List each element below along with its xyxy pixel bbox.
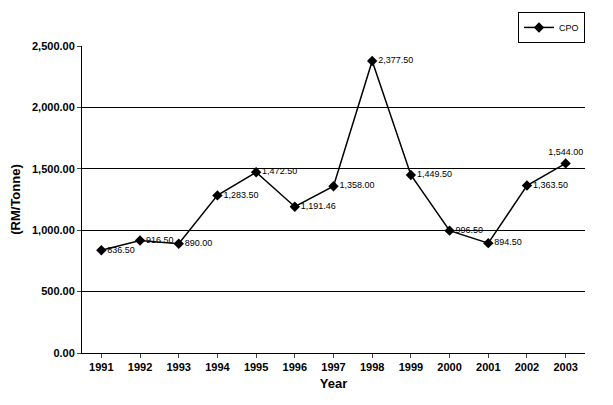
svg-text:1997: 1997 [321, 361, 345, 373]
svg-text:0.00: 0.00 [53, 347, 74, 359]
svg-text:916.50: 916.50 [146, 235, 174, 245]
svg-text:2002: 2002 [515, 361, 539, 373]
svg-text:1995: 1995 [244, 361, 268, 373]
svg-text:1998: 1998 [360, 361, 384, 373]
svg-text:1,472.50: 1,472.50 [262, 166, 297, 176]
svg-text:2,000.00: 2,000.00 [32, 101, 75, 113]
svg-text:1,449.50: 1,449.50 [417, 169, 452, 179]
svg-text:894.50: 894.50 [494, 237, 522, 247]
svg-text:1,500.00: 1,500.00 [32, 163, 75, 175]
svg-text:2,377.50: 2,377.50 [378, 55, 413, 65]
svg-text:CPO: CPO [559, 23, 579, 33]
svg-text:890.00: 890.00 [185, 238, 213, 248]
svg-text:1992: 1992 [128, 361, 152, 373]
svg-text:1,544.00: 1,544.00 [548, 147, 583, 157]
svg-text:996.50: 996.50 [456, 225, 484, 235]
svg-text:836.50: 836.50 [107, 245, 135, 255]
svg-text:1999: 1999 [399, 361, 423, 373]
svg-text:1,000.00: 1,000.00 [32, 224, 75, 236]
svg-text:1,363.50: 1,363.50 [533, 180, 568, 190]
svg-text:1994: 1994 [205, 361, 230, 373]
svg-text:1993: 1993 [166, 361, 190, 373]
svg-text:1,283.50: 1,283.50 [223, 190, 258, 200]
svg-text:500.00: 500.00 [41, 285, 75, 297]
svg-text:1996: 1996 [283, 361, 307, 373]
svg-text:2000: 2000 [437, 361, 461, 373]
svg-text:2,500.00: 2,500.00 [32, 40, 75, 52]
svg-text:1,191.46: 1,191.46 [301, 201, 336, 211]
svg-text:(RM/Tonne): (RM/Tonne) [8, 164, 23, 235]
svg-text:2003: 2003 [553, 361, 577, 373]
svg-text:1,358.00: 1,358.00 [340, 180, 375, 190]
svg-text:2001: 2001 [476, 361, 500, 373]
svg-text:Year: Year [320, 376, 347, 391]
svg-text:1991: 1991 [89, 361, 113, 373]
